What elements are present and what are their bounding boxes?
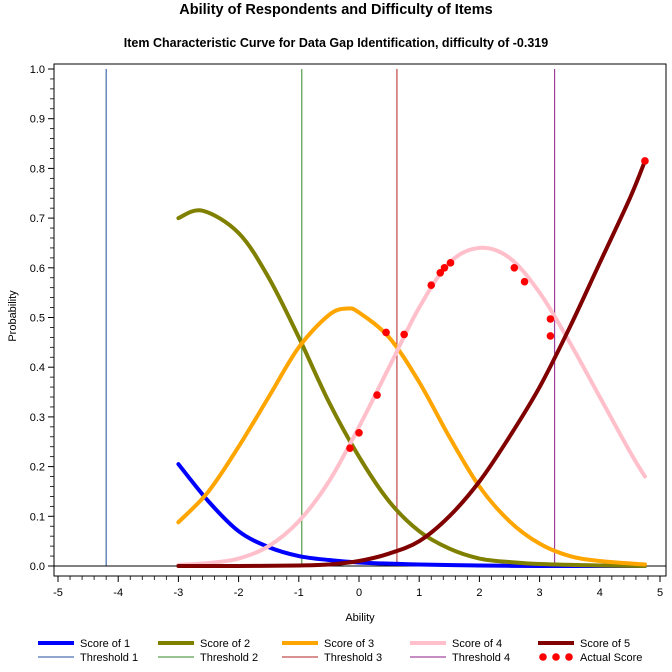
actual-score-point — [440, 264, 449, 272]
actual-score-point — [346, 444, 354, 453]
x-tick-label: 3 — [537, 587, 543, 599]
series-line-score-2 — [176, 208, 647, 568]
legend-label-threshold-2: Threshold 2 — [200, 652, 258, 664]
legend-label-score-5: Score of 5 — [580, 638, 630, 650]
actual-score-point — [373, 391, 381, 399]
y-tick-label: 0.9 — [30, 114, 45, 126]
y-tick-label: 0.2 — [30, 462, 45, 474]
legend-label-threshold-1: Threshold 1 — [80, 652, 138, 664]
chart-subtitle: Item Characteristic Curve for Data Gap I… — [124, 36, 548, 50]
x-tick-label: -3 — [174, 587, 184, 599]
actual-score-point — [520, 277, 529, 286]
y-tick-label: 1.0 — [30, 64, 45, 76]
y-tick-label: 0.1 — [30, 511, 45, 523]
legend-label-threshold-3: Threshold 3 — [324, 652, 382, 664]
legend-swatch-actual-score — [565, 653, 573, 661]
y-tick-label: 0.0 — [30, 561, 45, 573]
actual-score-point — [510, 264, 519, 272]
x-tick-label: 5 — [657, 587, 663, 599]
chart-title: Ability of Respondents and Difficulty of… — [179, 2, 492, 18]
legend-swatch-actual-score — [539, 653, 547, 661]
x-tick-label: -4 — [113, 587, 123, 599]
series-line-score-5 — [176, 158, 647, 569]
y-tick-label: 0.5 — [30, 313, 45, 325]
actual-score-point — [427, 281, 436, 289]
legend-swatch-actual-score — [552, 653, 560, 661]
legend-label-actual-score: Actual Score — [580, 652, 642, 664]
y-tick-label: 0.3 — [30, 412, 45, 424]
actual-score-point — [382, 328, 390, 337]
actual-score-point — [446, 259, 455, 267]
x-tick-label: -5 — [53, 587, 63, 599]
x-tick-label: 4 — [597, 587, 603, 599]
x-axis-label: Ability — [345, 612, 375, 624]
y-tick-label: 0.7 — [30, 213, 45, 225]
x-tick-label: 1 — [416, 587, 422, 599]
axis-ticks: -5 -4 -3 -2 -1 0 1 2 3 4 5 0.0 0.1 0.2 0.3 0.4 0.5 0.6 0.7… — [30, 64, 663, 599]
score-curves — [176, 158, 647, 569]
series-line-score-3 — [176, 306, 647, 567]
y-tick-label: 0.6 — [30, 263, 45, 275]
actual-score-point — [436, 268, 445, 277]
threshold-lines — [105, 69, 556, 566]
x-tick-label: -2 — [234, 587, 244, 599]
actual-score-point — [641, 157, 649, 165]
x-tick-label: 2 — [476, 587, 482, 599]
legend-label-threshold-4: Threshold 4 — [452, 652, 510, 664]
y-tick-label: 0.4 — [30, 362, 45, 374]
legend-label-score-1: Score of 1 — [80, 638, 130, 650]
actual-score-point — [355, 429, 363, 437]
series-line-score-4 — [176, 245, 647, 568]
legend-label-score-4: Score of 4 — [452, 638, 502, 650]
series-line-score-1 — [176, 462, 647, 569]
x-tick-label: -1 — [294, 587, 304, 599]
legend: Score of 1 Score of 2 Score of 3 Score of 4… — [38, 638, 642, 664]
actual-score-point — [400, 330, 408, 339]
plot-frame — [53, 63, 667, 577]
actual-score-points — [346, 157, 649, 453]
y-tick-label: 0.8 — [30, 163, 45, 175]
actual-score-point — [546, 332, 555, 340]
legend-label-score-2: Score of 2 — [200, 638, 250, 650]
actual-score-point — [546, 315, 555, 323]
x-tick-label: 0 — [356, 587, 362, 599]
y-axis-label: Probability — [7, 290, 19, 342]
legend-label-score-3: Score of 3 — [324, 638, 374, 650]
